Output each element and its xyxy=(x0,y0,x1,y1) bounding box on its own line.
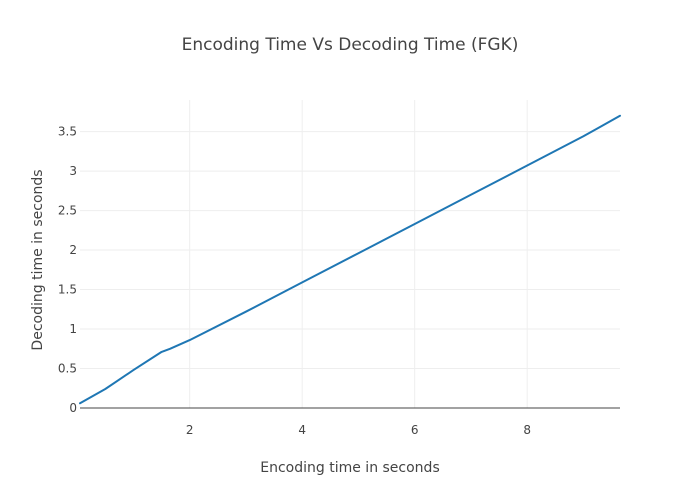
x-axis-title: Encoding time in seconds xyxy=(260,460,439,476)
y-tick-label: 0 xyxy=(69,401,77,415)
y-axis-title: Decoding time in seconds xyxy=(30,169,46,350)
x-tick-label: 4 xyxy=(298,423,306,437)
x-tick-label: 8 xyxy=(523,423,531,437)
y-tick-label: 2 xyxy=(69,243,77,257)
y-axis: 0 0.5 1 1.5 2 2.5 3 3.5 xyxy=(58,125,77,415)
y-tick-label: 0.5 xyxy=(58,362,77,376)
series-line xyxy=(79,114,621,405)
y-tick-label: 1.5 xyxy=(58,283,77,297)
x-tick-label: 2 xyxy=(186,423,194,437)
y-tick-label: 1 xyxy=(69,322,77,336)
y-tick-label: 2.5 xyxy=(58,204,77,218)
x-axis: 2 4 6 8 xyxy=(186,423,531,437)
series-layer xyxy=(79,114,621,405)
chart-title: Encoding Time Vs Decoding Time (FGK) xyxy=(182,35,519,55)
x-tick-label: 6 xyxy=(411,423,419,437)
y-tick-label: 3.5 xyxy=(58,125,77,139)
y-tick-label: 3 xyxy=(69,164,77,178)
grid xyxy=(80,100,620,408)
